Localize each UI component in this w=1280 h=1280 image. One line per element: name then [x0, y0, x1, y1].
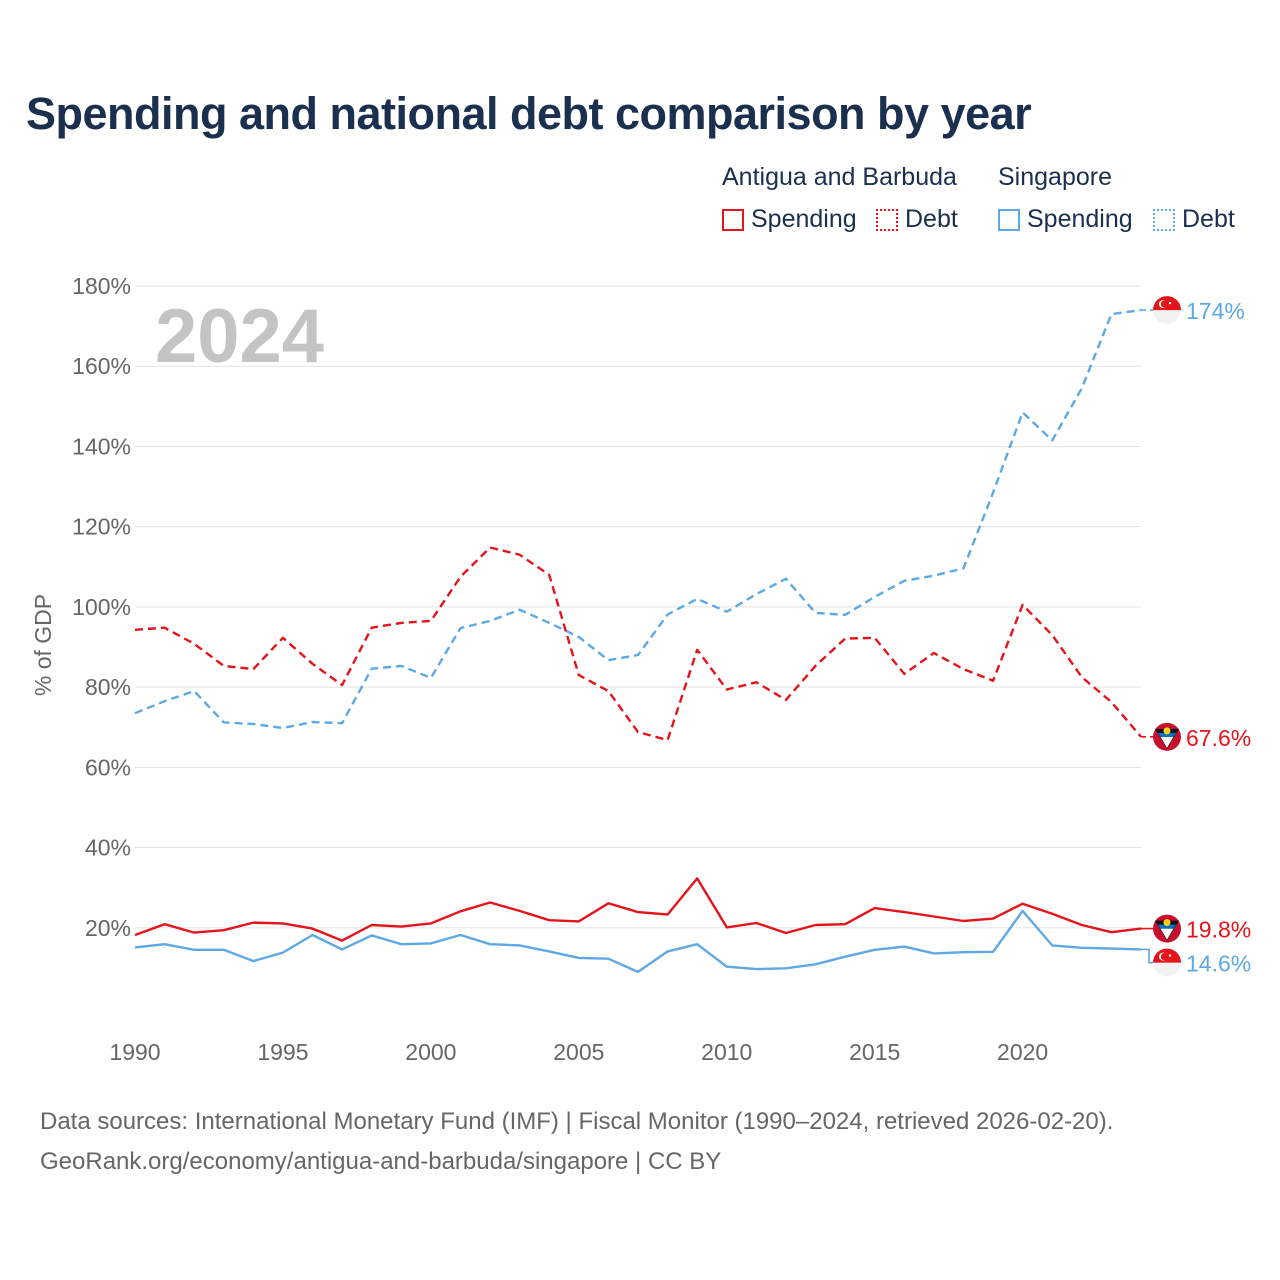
y-tick-label: 100%	[72, 594, 131, 620]
x-tick-label: 2005	[553, 1039, 604, 1065]
flag-sun	[1163, 727, 1171, 735]
antigua-flag-icon	[1153, 722, 1181, 751]
flag-star	[1168, 301, 1172, 305]
flag-blue	[1157, 732, 1177, 737]
singapore-flag-icon	[1153, 296, 1181, 325]
flag-white	[1160, 736, 1174, 748]
legend-group-antigua: Antigua and Barbuda	[722, 163, 957, 191]
end-connector	[1141, 948, 1153, 964]
y-tick-label: 40%	[85, 835, 131, 861]
flag-white	[1160, 928, 1174, 940]
y-tick-label: 80%	[85, 674, 131, 700]
x-tick-label: 1990	[109, 1039, 160, 1065]
legend-swatch-solid-red	[722, 208, 744, 231]
end-value-label: 19.8%	[1186, 917, 1251, 943]
legend-label: Debt	[905, 205, 958, 233]
y-tick-label: 20%	[85, 915, 131, 941]
y-tick-label: 60%	[85, 754, 131, 780]
series-line-singapore-debt[interactable]	[134, 308, 1142, 730]
legend-swatch-solid-blue	[998, 208, 1020, 231]
legend-item-antigua-spending[interactable]: Spending	[722, 205, 857, 234]
footer-sources: Data sources: International Monetary Fun…	[40, 1108, 1114, 1135]
legend-item-antigua-debt[interactable]: Debt	[876, 205, 958, 234]
y-tick-label: 160%	[72, 353, 131, 379]
end-value-label: 14.6%	[1186, 951, 1251, 977]
flag-blue	[1157, 924, 1177, 929]
x-tick-label: 2000	[405, 1039, 456, 1065]
flag-sun	[1163, 919, 1171, 927]
end-value-label: 174%	[1186, 298, 1245, 324]
gridlines	[135, 285, 1141, 929]
chart-title: Spending and national debt comparison by…	[26, 88, 1032, 139]
y-tick-label: 180%	[72, 273, 131, 299]
end-value-label: 67.6%	[1186, 725, 1251, 751]
x-tick-label: 2020	[997, 1039, 1048, 1065]
x-axis-ticks: 1990 1995 2000 2005 2010 2015 2020	[109, 1039, 1048, 1065]
series-line-antigua-and-barbuda-spending[interactable]	[134, 877, 1142, 942]
y-tick-label: 140%	[72, 433, 131, 459]
legend-item-singapore-debt[interactable]: Debt	[1153, 205, 1235, 234]
y-tick-label: 120%	[72, 514, 131, 540]
end-labels: 174% 67.6% 19.8% 14.6%	[1141, 296, 1251, 977]
series-line-antigua-and-barbuda-debt[interactable]	[134, 546, 1142, 742]
legend-swatch-dotted-blue	[1153, 208, 1175, 231]
x-tick-label: 2015	[849, 1039, 900, 1065]
flag-crescent-cut	[1160, 952, 1168, 961]
y-axis-label: % of GDP	[30, 594, 56, 696]
x-tick-label: 2010	[701, 1039, 752, 1065]
legend-item-singapore-spending[interactable]: Spending	[998, 205, 1133, 234]
legend-group-singapore: Singapore	[998, 163, 1112, 191]
footer-attribution: GeoRank.org/economy/antigua-and-barbuda/…	[40, 1148, 722, 1175]
legend-label: Spending	[751, 205, 857, 233]
flag-crescent-cut	[1160, 300, 1168, 308]
flag-star	[1168, 954, 1172, 957]
singapore-flag-icon	[1153, 948, 1181, 977]
series-line-singapore-spending[interactable]	[134, 909, 1142, 974]
series-lines	[134, 308, 1142, 974]
legend-label: Spending	[1027, 205, 1133, 233]
legend-label: Debt	[1182, 205, 1235, 233]
y-axis-ticks: 20% 40% 60% 80% 100% 120% 140% 160% 180%	[72, 273, 131, 941]
line-chart: 2024 % of GDP 20% 40% 60% 80% 100% 120% 140% 16…	[30, 273, 1251, 1065]
x-tick-label: 1995	[257, 1039, 308, 1065]
antigua-flag-icon	[1153, 914, 1181, 943]
year-watermark: 2024	[155, 294, 324, 379]
legend-swatch-dotted-red	[876, 208, 898, 231]
